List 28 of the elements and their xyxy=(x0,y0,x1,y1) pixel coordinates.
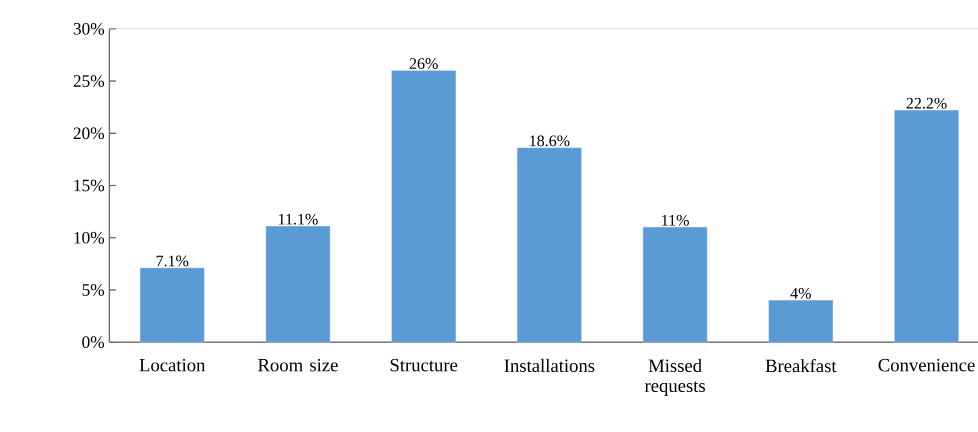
bar xyxy=(894,110,959,342)
x-tick-label: Convenience xyxy=(878,358,975,372)
y-tick-label: 30% xyxy=(74,22,104,35)
y-tick-label: 20% xyxy=(74,127,104,140)
y-tick-label: 10% xyxy=(74,232,104,244)
bar xyxy=(391,70,456,342)
bar xyxy=(266,226,330,342)
y-tick-label: 0% xyxy=(82,336,104,348)
x-tick-label: Structure xyxy=(390,358,458,372)
y-tick-label: 25% xyxy=(74,75,104,87)
data-label: 7.1% xyxy=(156,256,188,266)
data-label: 26% xyxy=(410,58,438,70)
x-tick-label: Missed requests xyxy=(644,358,706,396)
data-label: 11.1% xyxy=(278,214,318,225)
x-tick-label: Installations xyxy=(504,358,594,372)
data-label: 11% xyxy=(662,214,689,226)
x-tick-label: Breakfast xyxy=(766,358,836,372)
data-label: 4% xyxy=(790,288,811,299)
y-tick-label: 5% xyxy=(82,284,104,296)
data-label: 22.2% xyxy=(906,98,947,109)
data-label: 18.6% xyxy=(530,135,570,146)
bar xyxy=(768,300,834,342)
bar xyxy=(642,227,708,342)
bar xyxy=(140,268,204,342)
x-tick-label: Room size xyxy=(258,358,338,372)
x-tick-label: Location xyxy=(140,358,206,372)
bar xyxy=(517,148,582,342)
y-tick-label: 15% xyxy=(74,180,104,192)
